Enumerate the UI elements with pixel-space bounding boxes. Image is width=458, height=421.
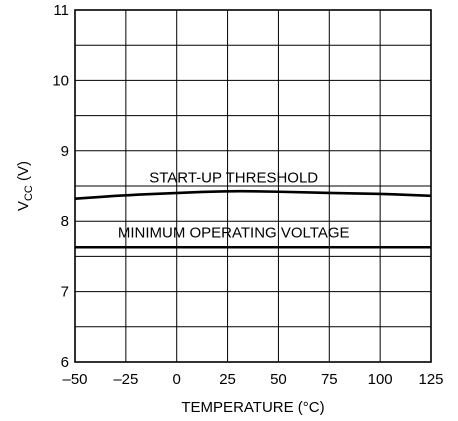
y-axis-title-main: V xyxy=(15,201,32,211)
y-axis-title-sub: CC xyxy=(23,185,35,201)
y-axis-title-unit: (V) xyxy=(15,161,32,185)
x-tick-label: 100 xyxy=(368,371,393,388)
x-tick-label: –50 xyxy=(62,371,87,388)
x-tick-label: 50 xyxy=(270,371,287,388)
tick-layer: –50 –25 0 25 50 75 100 125 6 7 8 9 10 11 xyxy=(52,2,443,388)
x-tick-label: 125 xyxy=(418,371,443,388)
x-tick-label: 25 xyxy=(219,371,236,388)
x-tick-label: 0 xyxy=(173,371,181,388)
series-layer xyxy=(74,189,432,249)
y-tick-label: 8 xyxy=(61,213,69,230)
x-axis-title: TEMPERATURE (°C) xyxy=(181,399,324,416)
y-tick-label: 9 xyxy=(61,143,69,160)
plot-frame xyxy=(74,9,432,363)
x-tick-label: –25 xyxy=(113,371,138,388)
y-tick-label: 6 xyxy=(61,354,69,371)
annotation-start-up-threshold: START-UP THRESHOLD xyxy=(149,169,318,186)
x-tick-label: 75 xyxy=(321,371,338,388)
grid-layer xyxy=(75,10,431,362)
y-tick-label: 10 xyxy=(52,72,69,89)
y-tick-label: 11 xyxy=(53,2,69,19)
y-axis-title: VCC (V) xyxy=(15,161,35,211)
annotation-layer: START-UP THRESHOLD MINIMUM OPERATING VOLT… xyxy=(118,169,350,241)
annotation-minimum-operating-voltage: MINIMUM OPERATING VOLTAGE xyxy=(118,224,350,241)
y-tick-label: 7 xyxy=(61,284,69,301)
series-line-start-up-threshold xyxy=(74,189,432,200)
